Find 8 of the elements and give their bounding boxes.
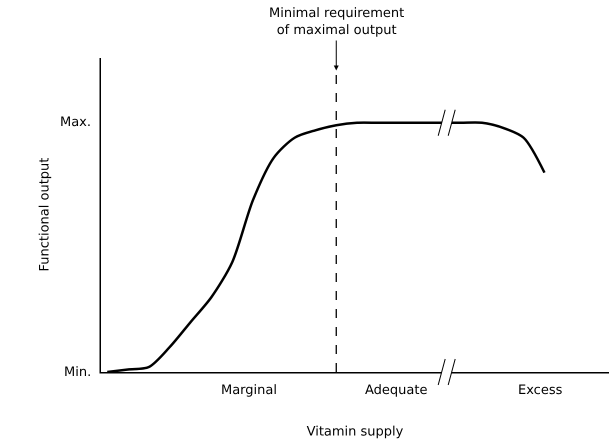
text: Max. bbox=[60, 115, 92, 130]
text: Marginal bbox=[221, 383, 277, 398]
text: Excess bbox=[518, 383, 563, 398]
text: Min. bbox=[64, 365, 92, 380]
text: Minimal requirement of maximal output bbox=[269, 6, 404, 38]
x-axis-title: Vitamin supply bbox=[306, 424, 404, 440]
y-axis-title: Functional output bbox=[38, 158, 52, 272]
text: Adequate bbox=[365, 383, 428, 398]
